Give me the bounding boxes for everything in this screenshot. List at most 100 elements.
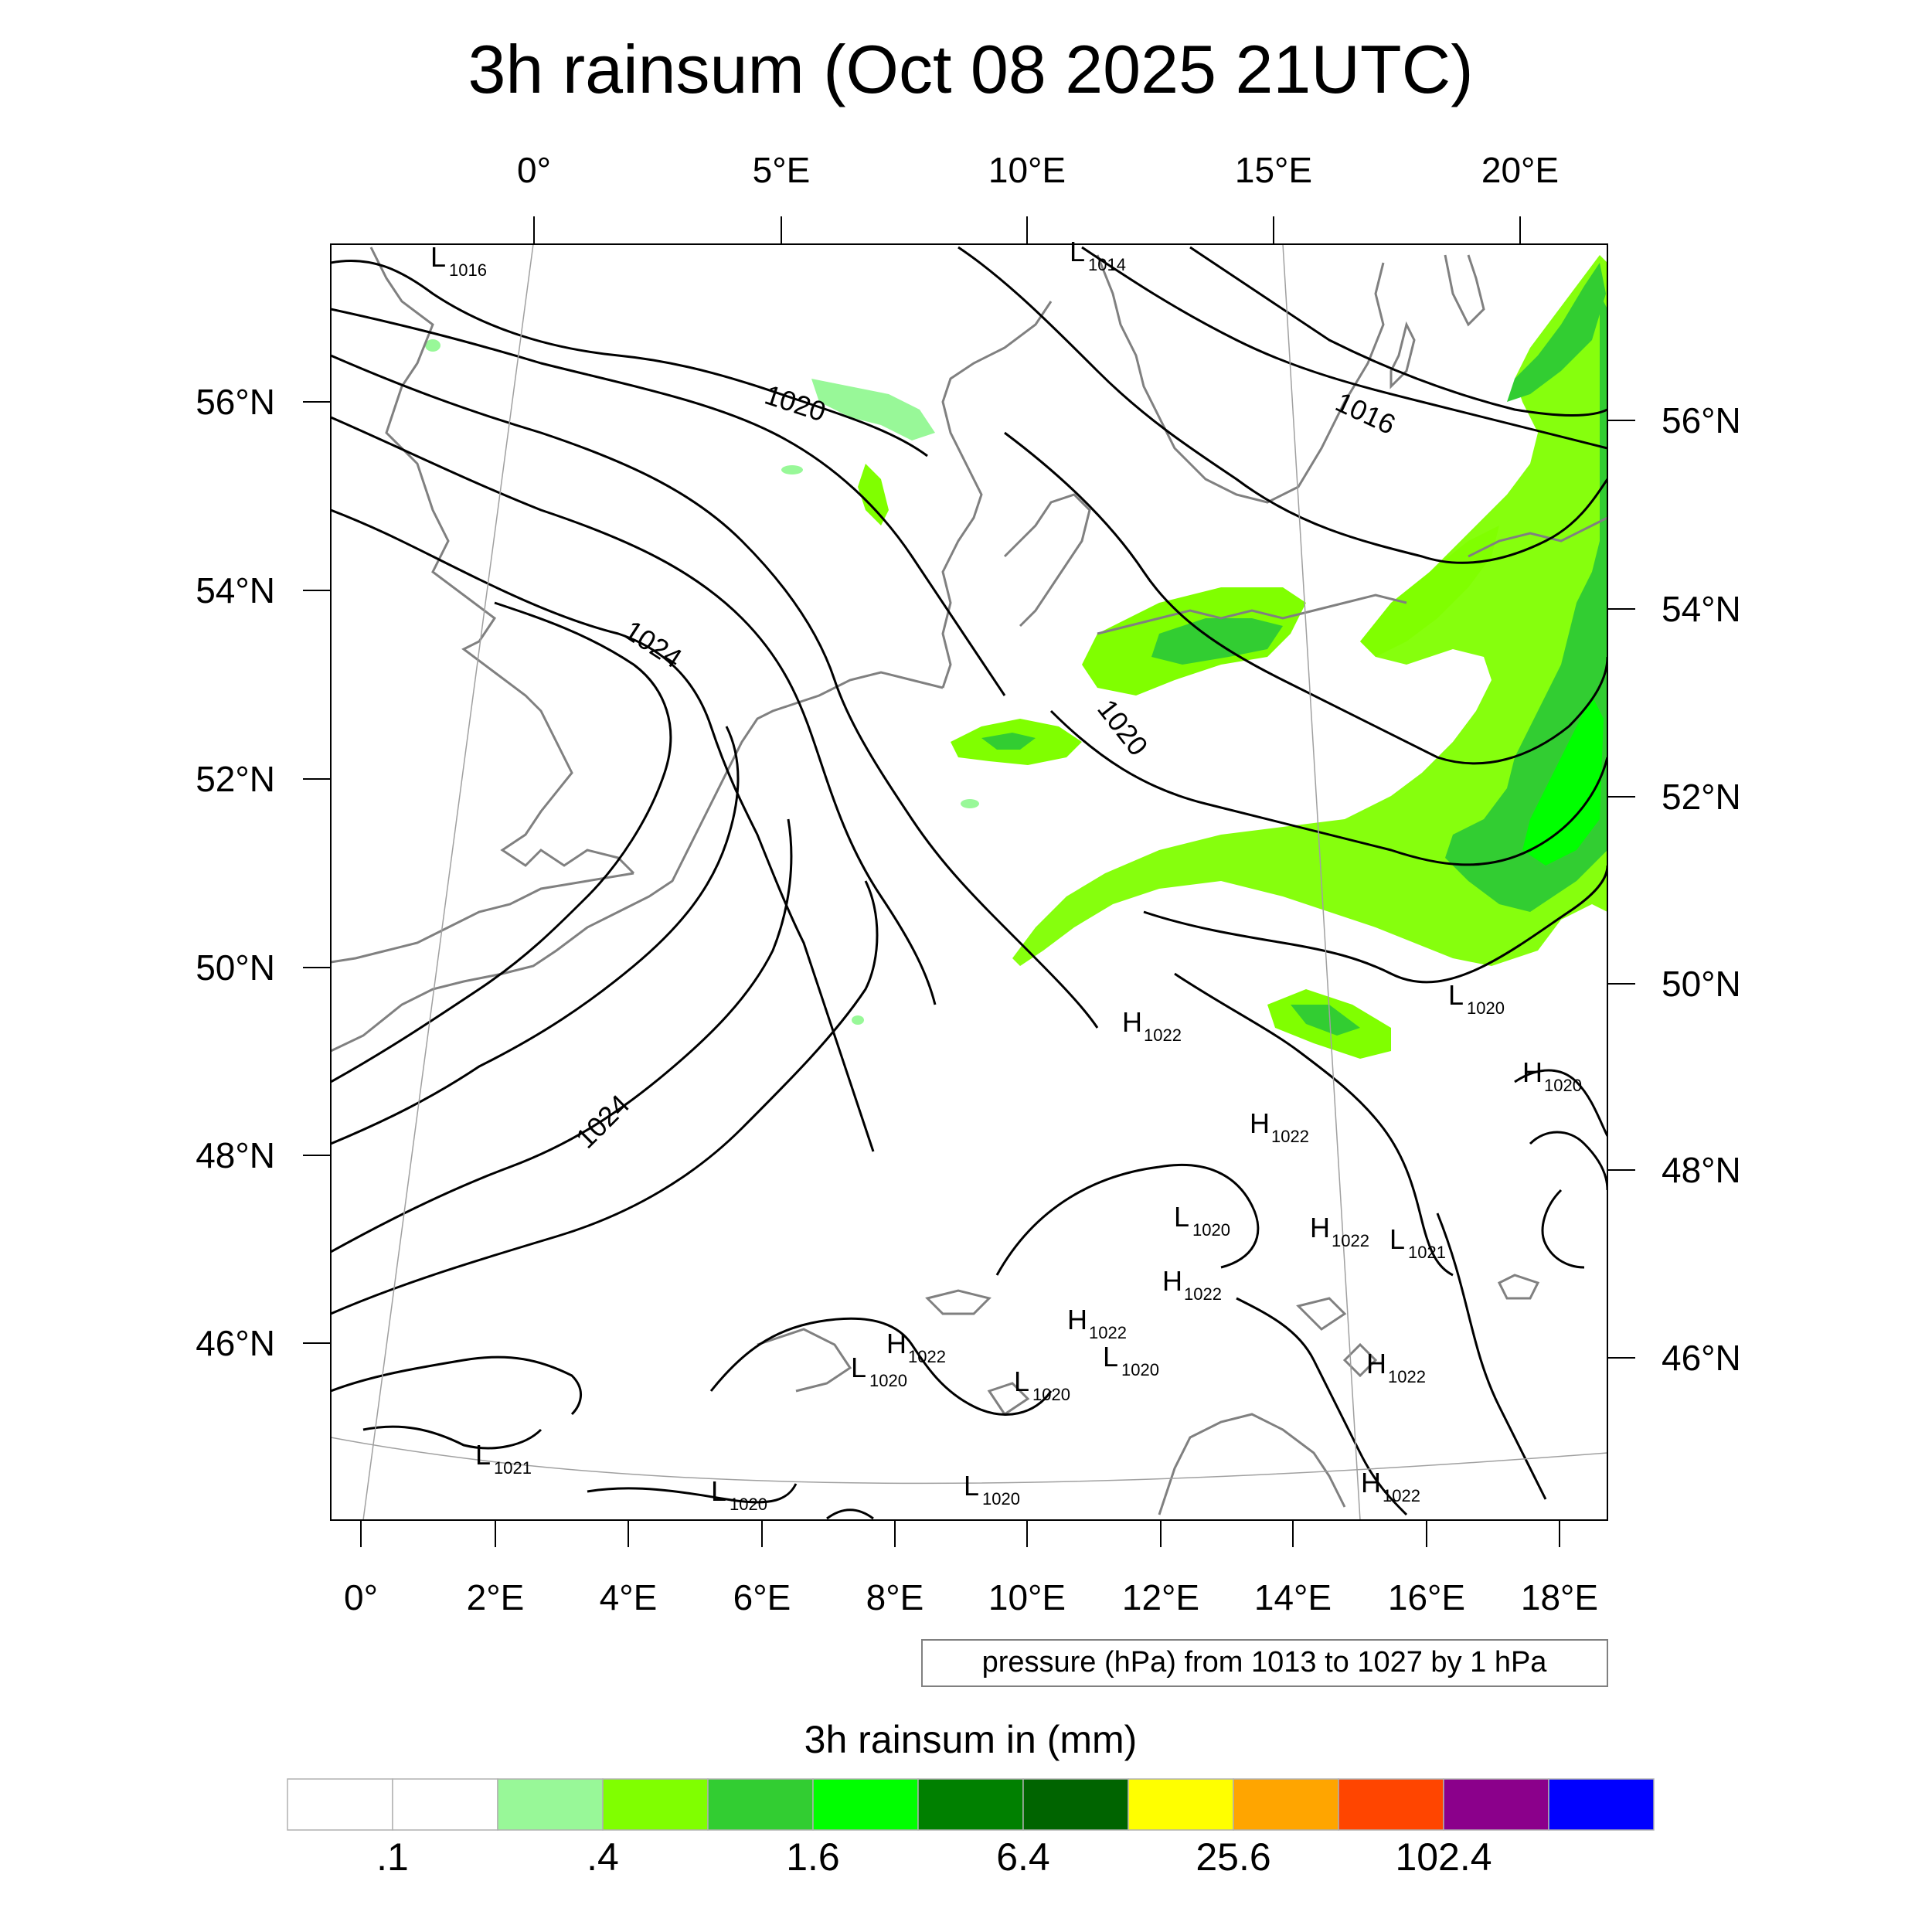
coast-baltic-south (1097, 594, 1407, 635)
top-lon-label: 5°E (753, 150, 811, 190)
pressure-center: L 1020 (1174, 1201, 1230, 1240)
pressure-center-value: 1022 (908, 1347, 946, 1366)
bottom-lon-label: 2°E (467, 1577, 525, 1617)
pressure-center-type: H (1162, 1265, 1182, 1297)
pressure-center: L 1020 (964, 1470, 1020, 1509)
coast-lake-2 (925, 1289, 992, 1315)
coast-france-north (331, 865, 682, 1053)
pressure-center-value: 1021 (1408, 1243, 1446, 1262)
coast-gotland (1389, 321, 1416, 389)
left-lat-label: 50°N (196, 947, 275, 988)
colorbar (287, 1778, 1655, 1831)
coast-alps-lakes (757, 1328, 852, 1393)
rain-area-speck (425, 339, 440, 352)
colorbar-swatch (812, 1778, 919, 1831)
coast-lake-6 (1342, 1342, 1378, 1378)
pressure-center-type: L (964, 1470, 979, 1502)
pressure-center-type: H (1366, 1348, 1386, 1379)
pressure-center-type: H (1361, 1467, 1381, 1498)
coast-finland (1444, 254, 1485, 327)
colorbar-label: 1.6 (786, 1835, 840, 1879)
coast-lake-5 (1296, 1297, 1347, 1331)
right-lat-label: 48°N (1662, 1150, 1741, 1190)
coast-britain-east (369, 247, 635, 875)
rain-area-denmark (858, 464, 889, 526)
pressure-center: L 1021 (475, 1439, 532, 1478)
rain-area-germany-core (981, 733, 1036, 750)
pressure-center: L 1014 (1070, 236, 1126, 274)
graticule-lon-15 (1282, 244, 1361, 1520)
right-lat-label: 54°N (1662, 589, 1741, 629)
isobar-11 (1189, 246, 1607, 417)
isobar-1 (331, 259, 928, 457)
pressure-center: H 1022 (1122, 1006, 1182, 1045)
pressure-center-value: 1022 (1184, 1284, 1222, 1304)
pressure-center: L 1020 (711, 1475, 767, 1514)
pressure-center-value: 1022 (1271, 1127, 1309, 1146)
pressure-center-value: 1014 (1088, 255, 1126, 274)
coast-lake-3 (987, 1382, 1030, 1417)
isobars (331, 246, 1607, 1520)
bottom-lon-labels: 0° 2°E 4°E 6°E 8°E 10°E 12°E 14°E 16°E 1… (344, 1577, 1598, 1617)
pressure-center: L 1016 (430, 241, 487, 280)
graticule-lon-0 (362, 244, 534, 1520)
pressure-center-value: 1020 (730, 1495, 767, 1514)
pressure-center-type: L (430, 241, 446, 273)
isobar-10 (1081, 246, 1607, 450)
isobar-27 (826, 1509, 874, 1520)
coast-netherlands (679, 671, 944, 866)
pressure-center-type: H (1522, 1056, 1543, 1088)
pressure-centers: L 1016 L 1014 L 1020 H 1022 H 1020 H 102… (430, 236, 1582, 1514)
colorbar-swatch (1548, 1778, 1655, 1831)
left-lat-label: 48°N (196, 1135, 275, 1175)
pressure-center-value: 1016 (449, 260, 487, 280)
coast-germany-north (941, 301, 1053, 689)
colorbar-labels: .1 .4 1.6 6.4 25.6 102.4 (376, 1835, 1492, 1879)
rain-area-east-peak (1522, 696, 1604, 866)
isobar-18 (331, 1355, 583, 1416)
pressure-center-type: L (475, 1439, 491, 1471)
coast-baltic-east (1468, 516, 1607, 558)
rain-area-north-sea (811, 379, 935, 440)
colorbar-swatch (917, 1778, 1024, 1831)
isobar-25 (362, 1425, 543, 1450)
isobar-22 (1514, 1069, 1607, 1137)
pressure-center-type: L (851, 1352, 866, 1383)
bottom-lon-label: 16°E (1388, 1577, 1465, 1617)
pressure-center-type: L (1070, 236, 1085, 267)
pressure-center-value: 1022 (1383, 1486, 1420, 1505)
graticule-lat-44 (331, 1437, 1607, 1485)
pressure-center: H 1022 (1310, 1212, 1369, 1250)
coast-lake-4 (1497, 1274, 1540, 1300)
left-lat-label: 56°N (196, 382, 275, 422)
bottom-lon-label: 6°E (733, 1577, 791, 1617)
contour-note: pressure (hPa) from 1013 to 1027 by 1 hP… (982, 1646, 1548, 1679)
isobar-23 (1529, 1131, 1607, 1191)
isobar-24 (1541, 1189, 1585, 1269)
isobar-16 (1174, 972, 1454, 1277)
bottom-lon-label: 18°E (1521, 1577, 1598, 1617)
tick-marks (303, 216, 1635, 1547)
rain-area-speck-2 (781, 465, 803, 474)
pressure-center-value: 1022 (1144, 1026, 1182, 1045)
graticule (331, 244, 1607, 1520)
right-lat-label: 52°N (1662, 777, 1741, 817)
isobar-17 (995, 1163, 1260, 1276)
colorbar-swatch (1338, 1778, 1444, 1831)
top-lon-label: 10°E (988, 150, 1066, 190)
pressure-center: H 1022 (1162, 1265, 1222, 1304)
bottom-lon-label: 12°E (1122, 1577, 1199, 1617)
bottom-lon-label: 8°E (866, 1577, 924, 1617)
coast-denmark-east (1003, 493, 1091, 628)
pressure-center: H 1022 (1250, 1107, 1309, 1146)
left-lat-label: 46°N (196, 1323, 275, 1363)
isobar-3 (331, 354, 1099, 1029)
isobar-4 (331, 416, 937, 1005)
contour-note-box: pressure (hPa) from 1013 to 1027 by 1 hP… (921, 1639, 1608, 1687)
pressure-center: L 1020 (1103, 1341, 1159, 1379)
left-lat-label: 52°N (196, 759, 275, 799)
rain-area-baltic (1360, 526, 1499, 657)
pressure-center-type: H (1067, 1304, 1087, 1335)
colorbar-swatch (1128, 1778, 1234, 1831)
